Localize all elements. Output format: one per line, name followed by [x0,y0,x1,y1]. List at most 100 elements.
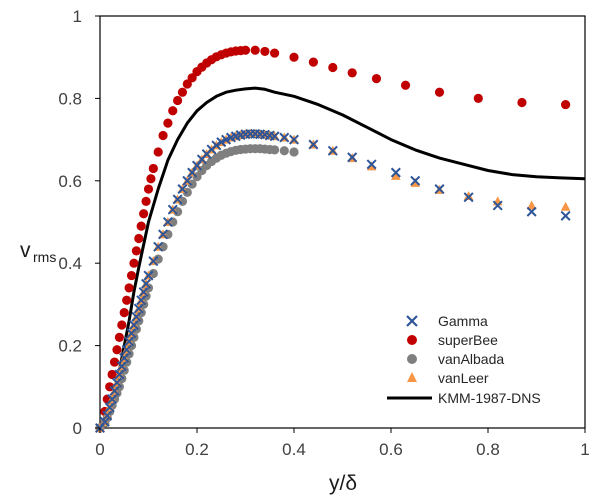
data-point [240,45,251,55]
data-point [473,93,483,103]
legend-label-vanalbada: vanAlbada [438,351,504,367]
data-point [560,201,571,211]
legend-marker-x [406,315,418,327]
y-tick-label: 0.2 [58,337,82,356]
data-point [143,270,154,281]
legend-item-kmm-dns: KMM-1987-DNS [387,390,541,406]
chart-marks [94,45,586,434]
data-point [347,68,357,78]
data-point [126,270,137,281]
y-tick-label: 0.8 [58,89,82,108]
data-point [122,295,132,305]
data-point [114,332,124,342]
data-point [119,352,130,363]
data-point [112,345,122,355]
data-point [371,74,382,84]
legend-label-gamma: Gamma [438,313,488,329]
data-point [347,152,358,163]
legend-item-vanalbada: vanAlbada [407,351,504,367]
data-point [148,256,159,267]
data-point [526,206,537,217]
data-point [289,147,299,157]
data-point [153,241,164,252]
data-point [167,204,178,215]
data-point [168,106,178,116]
data-point [182,175,193,186]
data-point [410,175,421,186]
series-kmm-1987-dns [98,86,586,429]
data-point [400,80,411,90]
y-axis-title: v rms [20,239,56,265]
data-point [187,167,198,178]
data-point [148,163,158,174]
data-point [102,410,113,421]
series-vanleer [95,128,571,432]
y-tick-label: 0 [73,419,82,438]
data-point [158,130,168,141]
data-point [116,361,127,372]
data-point [173,95,183,106]
x-tick-label: 1 [580,440,589,459]
data-point [114,369,125,380]
legend-marker-circle-gray [407,354,417,364]
axis-ticks: 0 0.2 0.4 0.6 0.8 1 0 0.2 0.4 0.6 0.8 1 [58,7,589,459]
data-point [177,196,188,206]
legend: Gamma superBee vanAlbada vanLeer KMM-198… [387,313,541,406]
data-point [136,221,146,231]
data-point [121,344,132,355]
data-point [269,131,280,142]
data-point [117,320,127,330]
data-point [270,145,280,155]
series-superbee [95,45,571,433]
plot-area-frame [99,15,586,429]
y-axis-title-sub: rms [33,249,56,265]
data-point [107,394,118,405]
legend-marker-triangle [407,372,417,382]
data-point [288,134,300,145]
data-point [146,174,156,184]
data-point [134,233,144,244]
data-point [119,308,129,318]
data-point [434,87,445,97]
data-point [163,118,173,128]
data-point [327,145,338,156]
data-point [250,45,260,55]
data-point [99,416,110,427]
data-point [308,57,318,67]
y-tick-label: 0.6 [58,172,82,191]
x-tick-label: 0.4 [282,440,306,459]
data-point [107,369,117,380]
data-point [492,200,503,211]
data-point [138,287,149,298]
data-point [187,73,197,83]
data-point [131,311,142,322]
y-tick-label: 1 [73,7,82,26]
data-point [279,132,290,143]
data-point [153,147,163,157]
data-point [141,278,152,289]
data-point [517,97,527,108]
y-axis-title-main: v [20,239,31,262]
data-point [328,62,338,73]
data-point [158,229,169,240]
legend-label-vanleer: vanLeer [438,370,489,386]
legend-label-kmm-dns: KMM-1987-DNS [438,390,541,406]
data-point [133,303,144,314]
data-point [104,402,115,413]
legend-marker-circle-red [407,335,417,345]
data-point [139,209,149,219]
data-point [126,328,137,339]
x-axis-title: y/δ [329,472,357,495]
data-point [289,52,299,62]
x-tick-label: 0 [95,440,104,459]
data-point [143,184,154,194]
x-tick-label: 0.2 [185,440,209,459]
series-gamma [94,128,571,434]
data-point [434,184,445,195]
series-line [98,86,586,429]
data-point [124,283,134,293]
data-point [366,159,377,170]
legend-item-gamma: Gamma [406,313,488,329]
data-point [109,357,120,367]
